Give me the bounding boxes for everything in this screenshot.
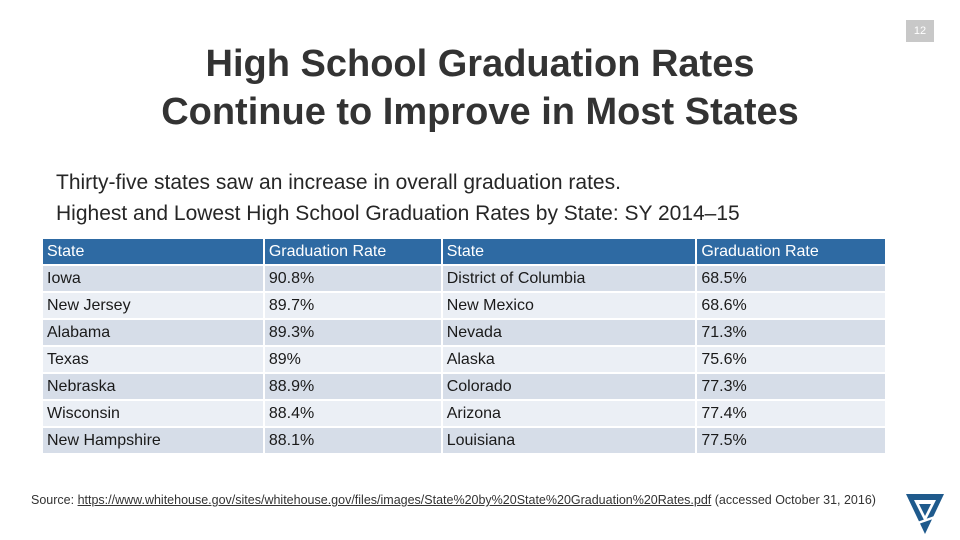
slide-subtitle: Thirty-five states saw an increase in ov… (56, 167, 740, 229)
source-link[interactable]: https://www.whitehouse.gov/sites/whiteho… (77, 493, 712, 507)
header-rate-left: Graduation Rate (264, 239, 441, 264)
title-line-1: High School Graduation Rates (205, 43, 755, 85)
table-row: New Hampshire 88.1% Louisiana 77.5% (43, 428, 885, 453)
cell-rate: 89.3% (264, 320, 441, 345)
cell-state: Nevada (442, 320, 696, 345)
logo-stroke (911, 514, 939, 527)
source-prefix: Source: (31, 493, 78, 507)
header-rate-right: Graduation Rate (697, 239, 885, 264)
cell-rate: 77.4% (697, 401, 885, 426)
cell-rate: 89% (264, 347, 441, 372)
cell-rate: 68.5% (697, 266, 885, 291)
cell-state: Alaska (442, 347, 696, 372)
source-citation: Source: https://www.whitehouse.gov/sites… (31, 492, 881, 508)
source-accessed: (accessed October 31, 2016) (711, 493, 876, 507)
logo-inner (919, 504, 931, 516)
cell-rate: 89.7% (264, 293, 441, 318)
slide-title: High School Graduation Rates Continue to… (0, 40, 960, 136)
cell-rate: 75.6% (697, 347, 885, 372)
table-row: Alabama 89.3% Nevada 71.3% (43, 320, 885, 345)
cell-state: Texas (43, 347, 263, 372)
cell-rate: 88.4% (264, 401, 441, 426)
subtitle-line-2: Highest and Lowest High School Graduatio… (56, 202, 740, 225)
cell-state: Iowa (43, 266, 263, 291)
table-row: Texas 89% Alaska 75.6% (43, 347, 885, 372)
cell-rate: 88.1% (264, 428, 441, 453)
cell-state: District of Columbia (442, 266, 696, 291)
cell-state: Nebraska (43, 374, 263, 399)
table-header-row: State Graduation Rate State Graduation R… (43, 239, 885, 264)
page-number: 12 (906, 20, 934, 42)
title-line-2: Continue to Improve in Most States (161, 91, 799, 133)
cell-state: New Jersey (43, 293, 263, 318)
header-state-left: State (43, 239, 263, 264)
cell-rate: 68.6% (697, 293, 885, 318)
table-row: Nebraska 88.9% Colorado 77.3% (43, 374, 885, 399)
cell-state: Louisiana (442, 428, 696, 453)
department-logo-icon (906, 494, 944, 534)
cell-state: Arizona (442, 401, 696, 426)
subtitle-line-1: Thirty-five states saw an increase in ov… (56, 171, 621, 194)
cell-state: Wisconsin (43, 401, 263, 426)
cell-rate: 77.5% (697, 428, 885, 453)
cell-state: New Mexico (442, 293, 696, 318)
cell-state: New Hampshire (43, 428, 263, 453)
cell-state: Colorado (442, 374, 696, 399)
header-state-right: State (442, 239, 696, 264)
cell-state: Alabama (43, 320, 263, 345)
cell-rate: 71.3% (697, 320, 885, 345)
table-row: Wisconsin 88.4% Arizona 77.4% (43, 401, 885, 426)
cell-rate: 88.9% (264, 374, 441, 399)
table-row: New Jersey 89.7% New Mexico 68.6% (43, 293, 885, 318)
cell-rate: 90.8% (264, 266, 441, 291)
graduation-rates-table: State Graduation Rate State Graduation R… (41, 237, 887, 455)
cell-rate: 77.3% (697, 374, 885, 399)
table-row: Iowa 90.8% District of Columbia 68.5% (43, 266, 885, 291)
